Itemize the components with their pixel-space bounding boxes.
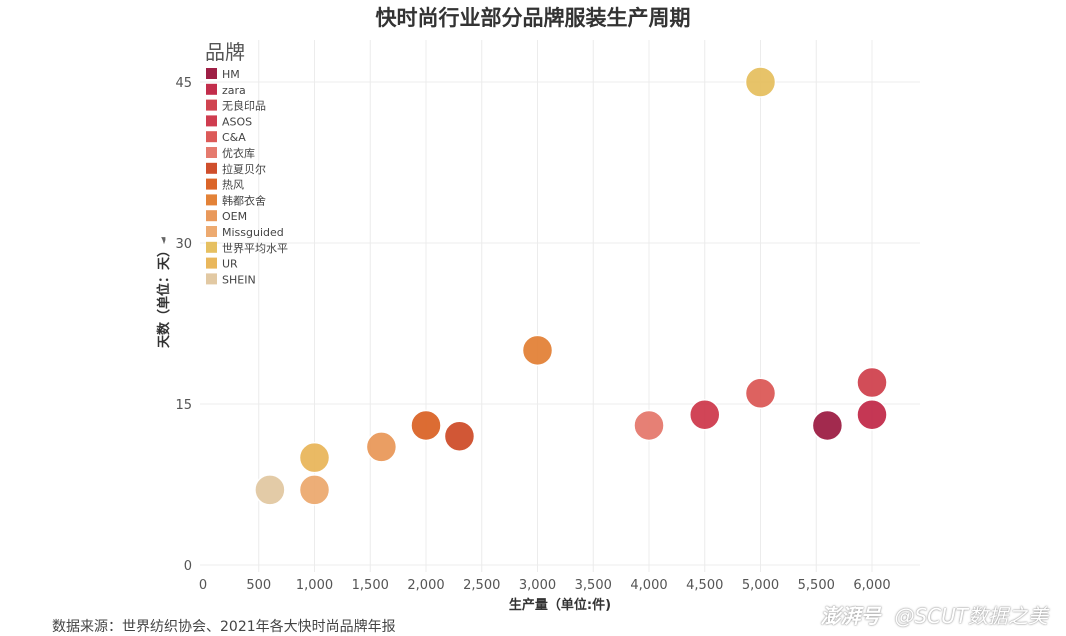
legend-label: ASOS bbox=[222, 115, 252, 128]
x-axis-ticks: 0 500 1,000 1,500 2,000 2,500 3,000 3,500 4,000 4… bbox=[199, 578, 891, 593]
legend-label: 韩都衣舍 bbox=[222, 193, 266, 207]
legend-swatch bbox=[206, 147, 217, 158]
legend-label: zara bbox=[222, 84, 246, 97]
watermark: 澎湃号 @SCUT数据之美 bbox=[820, 600, 1048, 629]
legend-label: Missguided bbox=[222, 226, 284, 239]
legend-swatch bbox=[206, 99, 217, 111]
x-tick-label: 6,000 bbox=[853, 578, 890, 593]
data-point: C&A bbox=[744, 377, 777, 410]
data-point: 拉夏贝尔 bbox=[443, 420, 476, 452]
data-point: 世界平均水平 bbox=[744, 66, 777, 98]
legend-swatch bbox=[206, 83, 217, 95]
x-tick-label: 5,500 bbox=[798, 578, 835, 593]
legend-label: C&A bbox=[222, 131, 246, 144]
x-tick-label: 3,000 bbox=[519, 578, 556, 593]
y-tick-label: 15 bbox=[175, 398, 192, 413]
watermark-handle: @SCUT数据之美 bbox=[894, 604, 1048, 628]
x-tick-label: 2,500 bbox=[463, 578, 500, 593]
legend-swatch bbox=[206, 210, 217, 222]
data-point: zara bbox=[856, 398, 888, 431]
legend-label: 热风 bbox=[222, 179, 244, 192]
legend-label: OEM bbox=[222, 210, 247, 223]
legend-swatch bbox=[206, 162, 217, 174]
legend-label: UR bbox=[222, 258, 238, 271]
x-tick-label: 1,500 bbox=[352, 578, 389, 593]
legend-swatch bbox=[206, 178, 217, 190]
x-tick-label: 2,000 bbox=[407, 578, 444, 593]
data-point: 热风 bbox=[410, 409, 442, 442]
grid-lines bbox=[200, 40, 920, 572]
data-point: 优衣库 bbox=[633, 409, 665, 442]
y-tick-label: 30 bbox=[175, 237, 192, 252]
legend-label: 世界平均水平 bbox=[222, 242, 288, 255]
x-tick-label: 3,500 bbox=[575, 578, 612, 593]
legend-swatch bbox=[206, 194, 217, 206]
y-tick-label: 0 bbox=[184, 559, 192, 574]
legend-swatch bbox=[206, 115, 217, 127]
chart-title: 快时尚行业部分品牌服装生产周期 bbox=[375, 6, 691, 30]
legend-swatch bbox=[206, 257, 217, 269]
legend-label: HM bbox=[222, 68, 240, 81]
data-point: UR bbox=[298, 441, 331, 474]
legend-swatch bbox=[206, 131, 217, 143]
data-point: 韩都衣舍 bbox=[521, 334, 554, 367]
legend-label: 优衣库 bbox=[222, 146, 255, 160]
data-point: 无良印品 bbox=[856, 366, 888, 399]
legend-swatch bbox=[206, 273, 217, 285]
data-point: ASOS bbox=[689, 398, 721, 431]
y-tick-label: 45 bbox=[175, 76, 192, 91]
x-tick-label: 5,000 bbox=[742, 578, 779, 593]
x-tick-label: 1,000 bbox=[296, 578, 333, 593]
legend-swatch bbox=[206, 226, 217, 237]
legend-label: 拉夏贝尔 bbox=[222, 162, 266, 176]
source-note: 数据来源：世界纺织协会、2021年各大快时尚品牌年报 bbox=[52, 619, 396, 635]
legend-title: 品牌 bbox=[205, 40, 245, 64]
legend-label: 无良印品 bbox=[222, 99, 266, 113]
data-point: HM bbox=[811, 409, 844, 442]
x-axis-title: 生产量（单位:件) bbox=[509, 597, 611, 613]
y-axis-title: 天数（单位：天） bbox=[156, 244, 172, 348]
x-tick-label: 4,000 bbox=[630, 578, 667, 593]
legend-swatch bbox=[206, 241, 217, 253]
data-point: SHEIN bbox=[254, 474, 286, 506]
data-point: OEM bbox=[365, 431, 398, 463]
watermark-brand: 澎湃号 bbox=[820, 604, 881, 628]
x-tick-label: 4,500 bbox=[686, 578, 723, 593]
x-tick-label: 500 bbox=[246, 578, 271, 593]
y-axis-ticks: 0 15 30 45 bbox=[175, 76, 192, 574]
pin-icon bbox=[161, 237, 166, 245]
legend-swatch bbox=[206, 68, 217, 79]
data-point: Missguided bbox=[298, 474, 331, 506]
x-tick-label: 0 bbox=[199, 578, 207, 593]
legend-label: SHEIN bbox=[222, 273, 256, 286]
